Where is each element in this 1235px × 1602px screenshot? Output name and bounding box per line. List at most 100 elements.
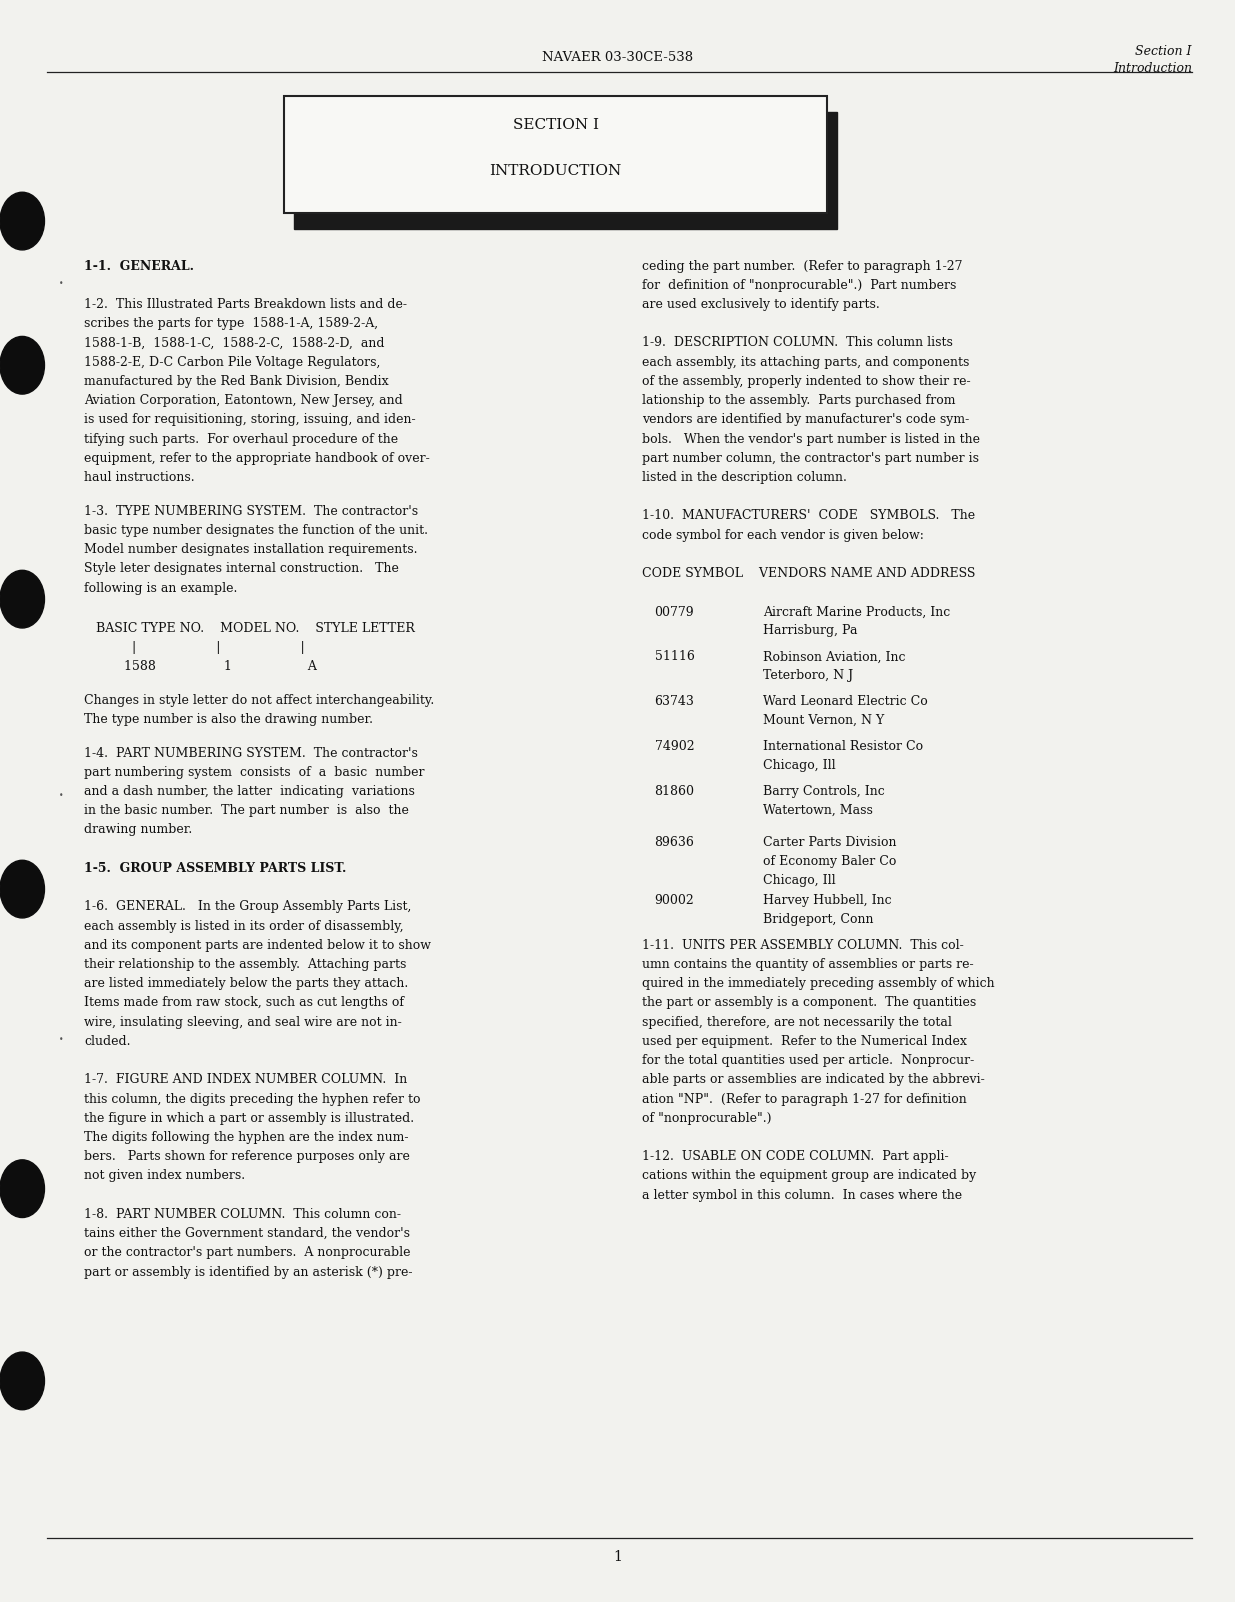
- Text: SECTION I: SECTION I: [513, 119, 599, 131]
- Text: 51116: 51116: [655, 650, 694, 663]
- Text: a letter symbol in this column.  In cases where the: a letter symbol in this column. In cases…: [642, 1189, 962, 1202]
- Text: BASIC TYPE NO.    MODEL NO.    STYLE LETTER: BASIC TYPE NO. MODEL NO. STYLE LETTER: [96, 622, 415, 634]
- Text: |                    |                    |: | | |: [96, 641, 305, 654]
- Text: 1-8.  PART NUMBER COLUMN.  This column con-: 1-8. PART NUMBER COLUMN. This column con…: [84, 1208, 401, 1221]
- Text: The digits following the hyphen are the index num-: The digits following the hyphen are the …: [84, 1131, 409, 1144]
- Text: part numbering system  consists  of  a  basic  number: part numbering system consists of a basi…: [84, 766, 425, 779]
- Text: 1-2.  This Illustrated Parts Breakdown lists and de-: 1-2. This Illustrated Parts Breakdown li…: [84, 298, 408, 311]
- Text: this column, the digits preceding the hyphen refer to: this column, the digits preceding the hy…: [84, 1093, 420, 1105]
- Text: cations within the equipment group are indicated by: cations within the equipment group are i…: [642, 1169, 977, 1182]
- Text: 1: 1: [613, 1551, 622, 1564]
- Text: 81860: 81860: [655, 785, 694, 798]
- Text: •: •: [59, 1035, 64, 1045]
- Text: Section I: Section I: [1135, 45, 1192, 58]
- Circle shape: [0, 192, 44, 250]
- Text: 1-9.  DESCRIPTION COLUMN.  This column lists: 1-9. DESCRIPTION COLUMN. This column lis…: [642, 336, 953, 349]
- Text: 1588                 1                   A: 1588 1 A: [96, 660, 317, 673]
- Text: are used exclusively to identify parts.: are used exclusively to identify parts.: [642, 298, 881, 311]
- Text: the part or assembly is a component.  The quantities: the part or assembly is a component. The…: [642, 996, 977, 1009]
- Text: code symbol for each vendor is given below:: code symbol for each vendor is given bel…: [642, 529, 924, 541]
- Text: CODE SYMBOL    VENDORS NAME AND ADDRESS: CODE SYMBOL VENDORS NAME AND ADDRESS: [642, 567, 976, 580]
- Text: •: •: [59, 279, 64, 288]
- Text: and a dash number, the latter  indicating  variations: and a dash number, the latter indicating…: [84, 785, 415, 798]
- Text: Changes in style letter do not affect interchangeability.: Changes in style letter do not affect in…: [84, 694, 435, 706]
- Circle shape: [0, 1352, 44, 1410]
- Text: cluded.: cluded.: [84, 1035, 131, 1048]
- Circle shape: [0, 570, 44, 628]
- Text: 00779: 00779: [655, 606, 694, 618]
- Text: or the contractor's part numbers.  A nonprocurable: or the contractor's part numbers. A nonp…: [84, 1246, 410, 1259]
- Text: Introduction: Introduction: [1113, 62, 1192, 75]
- Text: bols.   When the vendor's part number is listed in the: bols. When the vendor's part number is l…: [642, 433, 981, 445]
- Text: Mount Vernon, N Y: Mount Vernon, N Y: [763, 714, 884, 727]
- Text: International Resistor Co: International Resistor Co: [763, 740, 924, 753]
- Circle shape: [0, 860, 44, 918]
- Text: 1-12.  USABLE ON CODE COLUMN.  Part appli-: 1-12. USABLE ON CODE COLUMN. Part appli-: [642, 1150, 948, 1163]
- Text: quired in the immediately preceding assembly of which: quired in the immediately preceding asse…: [642, 977, 995, 990]
- Text: 1588-2-E, D-C Carbon Pile Voltage Regulators,: 1588-2-E, D-C Carbon Pile Voltage Regula…: [84, 356, 380, 368]
- Text: ceding the part number.  (Refer to paragraph 1-27: ceding the part number. (Refer to paragr…: [642, 260, 963, 272]
- Text: manufactured by the Red Bank Division, Bendix: manufactured by the Red Bank Division, B…: [84, 375, 389, 388]
- Text: Barry Controls, Inc: Barry Controls, Inc: [763, 785, 885, 798]
- Text: of "nonprocurable".): of "nonprocurable".): [642, 1112, 772, 1125]
- Text: is used for requisitioning, storing, issuing, and iden-: is used for requisitioning, storing, iss…: [84, 413, 416, 426]
- Text: scribes the parts for type  1588-1-A, 1589-2-A,: scribes the parts for type 1588-1-A, 158…: [84, 317, 378, 330]
- Text: following is an example.: following is an example.: [84, 582, 237, 594]
- Text: each assembly, its attaching parts, and components: each assembly, its attaching parts, and …: [642, 356, 969, 368]
- Text: INTRODUCTION: INTRODUCTION: [489, 165, 622, 178]
- Text: wire, insulating sleeving, and seal wire are not in-: wire, insulating sleeving, and seal wire…: [84, 1016, 401, 1028]
- Text: 1-10.  MANUFACTURERS'  CODE   SYMBOLS.   The: 1-10. MANUFACTURERS' CODE SYMBOLS. The: [642, 509, 976, 522]
- Text: Chicago, Ill: Chicago, Ill: [763, 759, 836, 772]
- Text: Model number designates installation requirements.: Model number designates installation req…: [84, 543, 417, 556]
- Text: Robinson Aviation, Inc: Robinson Aviation, Inc: [763, 650, 905, 663]
- Text: 1-1.  GENERAL.: 1-1. GENERAL.: [84, 260, 194, 272]
- Text: part number column, the contractor's part number is: part number column, the contractor's par…: [642, 452, 979, 465]
- Text: 74902: 74902: [655, 740, 694, 753]
- Text: The type number is also the drawing number.: The type number is also the drawing numb…: [84, 713, 373, 726]
- Text: the figure in which a part or assembly is illustrated.: the figure in which a part or assembly i…: [84, 1112, 414, 1125]
- Text: Chicago, Ill: Chicago, Ill: [763, 875, 836, 888]
- Bar: [294, 112, 837, 229]
- Bar: [284, 96, 827, 213]
- Text: each assembly is listed in its order of disassembly,: each assembly is listed in its order of …: [84, 920, 404, 932]
- Text: specified, therefore, are not necessarily the total: specified, therefore, are not necessaril…: [642, 1016, 952, 1028]
- Text: drawing number.: drawing number.: [84, 823, 193, 836]
- Text: Ward Leonard Electric Co: Ward Leonard Electric Co: [763, 695, 927, 708]
- Text: 1-3.  TYPE NUMBERING SYSTEM.  The contractor's: 1-3. TYPE NUMBERING SYSTEM. The contract…: [84, 505, 419, 517]
- Circle shape: [0, 1160, 44, 1218]
- Circle shape: [0, 336, 44, 394]
- Text: haul instructions.: haul instructions.: [84, 471, 195, 484]
- Text: Style leter designates internal construction.   The: Style leter designates internal construc…: [84, 562, 399, 575]
- Text: Carter Parts Division: Carter Parts Division: [763, 836, 897, 849]
- Text: Bridgeport, Conn: Bridgeport, Conn: [763, 913, 873, 926]
- Text: listed in the description column.: listed in the description column.: [642, 471, 847, 484]
- Text: 1588-1-B,  1588-1-C,  1588-2-C,  1588-2-D,  and: 1588-1-B, 1588-1-C, 1588-2-C, 1588-2-D, …: [84, 336, 384, 349]
- Text: NAVAER 03-30CE-538: NAVAER 03-30CE-538: [542, 51, 693, 64]
- Text: of Economy Baler Co: of Economy Baler Co: [763, 855, 897, 868]
- Text: 1-6.  GENERAL.   In the Group Assembly Parts List,: 1-6. GENERAL. In the Group Assembly Part…: [84, 900, 411, 913]
- Text: Aviation Corporation, Eatontown, New Jersey, and: Aviation Corporation, Eatontown, New Jer…: [84, 394, 403, 407]
- Text: ation "NP".  (Refer to paragraph 1-27 for definition: ation "NP". (Refer to paragraph 1-27 for…: [642, 1093, 967, 1105]
- Text: able parts or assemblies are indicated by the abbrevi-: able parts or assemblies are indicated b…: [642, 1073, 986, 1086]
- Text: 1-7.  FIGURE AND INDEX NUMBER COLUMN.  In: 1-7. FIGURE AND INDEX NUMBER COLUMN. In: [84, 1073, 408, 1086]
- Text: for the total quantities used per article.  Nonprocur-: for the total quantities used per articl…: [642, 1054, 974, 1067]
- Text: tifying such parts.  For overhaul procedure of the: tifying such parts. For overhaul procedu…: [84, 433, 398, 445]
- Text: Aircraft Marine Products, Inc: Aircraft Marine Products, Inc: [763, 606, 951, 618]
- Text: and its component parts are indented below it to show: and its component parts are indented bel…: [84, 939, 431, 952]
- Text: Items made from raw stock, such as cut lengths of: Items made from raw stock, such as cut l…: [84, 996, 404, 1009]
- Text: Watertown, Mass: Watertown, Mass: [763, 804, 873, 817]
- Text: in the basic number.  The part number  is  also  the: in the basic number. The part number is …: [84, 804, 409, 817]
- Text: not given index numbers.: not given index numbers.: [84, 1169, 245, 1182]
- Text: Teterboro, N J: Teterboro, N J: [763, 670, 853, 682]
- Text: 89636: 89636: [655, 836, 694, 849]
- Text: 1-4.  PART NUMBERING SYSTEM.  The contractor's: 1-4. PART NUMBERING SYSTEM. The contract…: [84, 747, 417, 759]
- Text: 1-5.  GROUP ASSEMBLY PARTS LIST.: 1-5. GROUP ASSEMBLY PARTS LIST.: [84, 862, 346, 875]
- Text: umn contains the quantity of assemblies or parts re-: umn contains the quantity of assemblies …: [642, 958, 974, 971]
- Text: Harrisburg, Pa: Harrisburg, Pa: [763, 625, 858, 638]
- Text: lationship to the assembly.  Parts purchased from: lationship to the assembly. Parts purcha…: [642, 394, 956, 407]
- Text: vendors are identified by manufacturer's code sym-: vendors are identified by manufacturer's…: [642, 413, 969, 426]
- Text: of the assembly, properly indented to show their re-: of the assembly, properly indented to sh…: [642, 375, 971, 388]
- Text: basic type number designates the function of the unit.: basic type number designates the functio…: [84, 524, 429, 537]
- Text: 90002: 90002: [655, 894, 694, 907]
- Text: are listed immediately below the parts they attach.: are listed immediately below the parts t…: [84, 977, 409, 990]
